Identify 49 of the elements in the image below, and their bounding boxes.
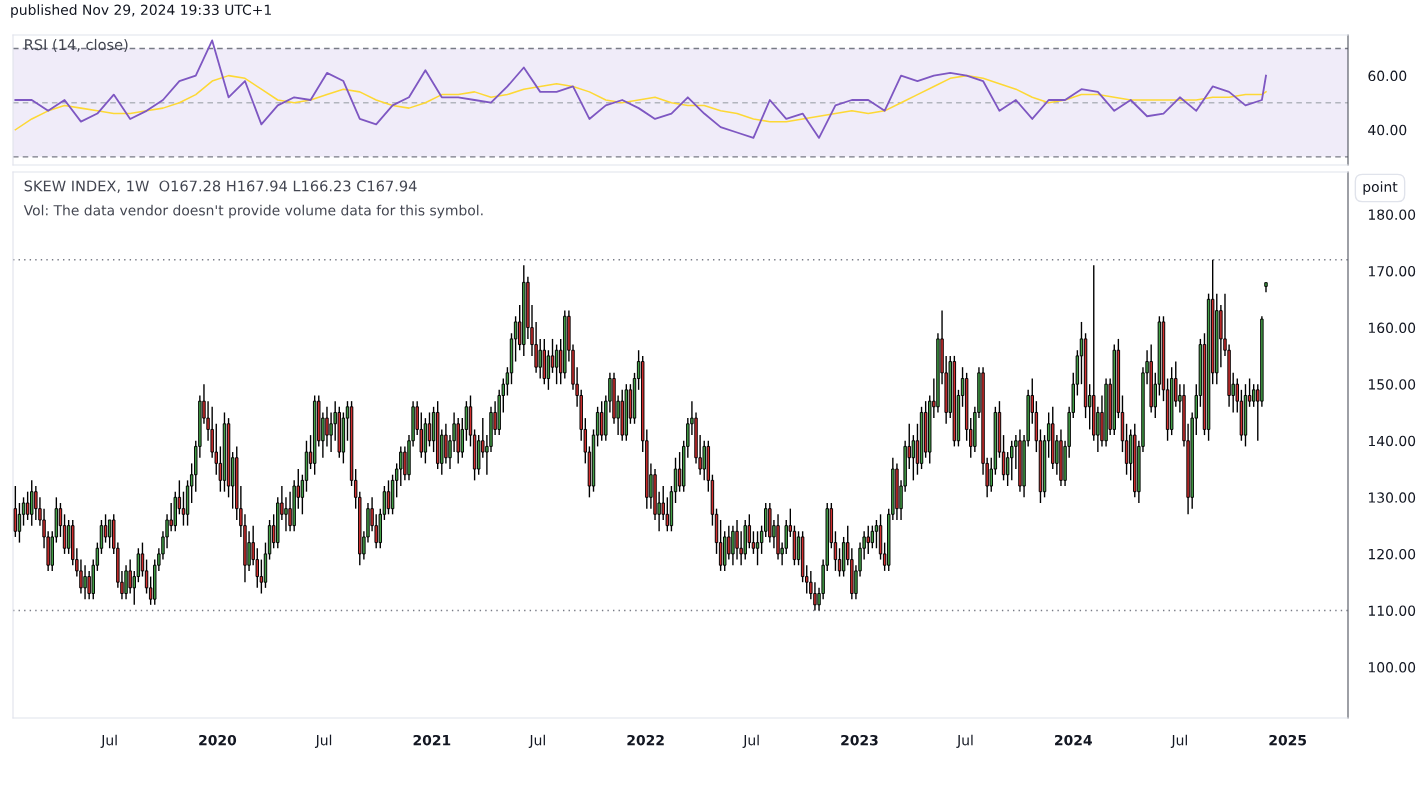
annotation: Vol: The data vendor doesn't provide volume data for this symbol. — [23, 204, 483, 219]
y-tick-label: 170.00 — [1368, 265, 1416, 277]
candlestick — [1251, 383, 1256, 408]
candlestick — [546, 349, 551, 391]
x-tick-label: Jul — [742, 734, 759, 748]
text: published Nov 29, 2024 19:33 UTC+1 — [11, 4, 271, 18]
candlestick — [325, 406, 329, 448]
x-tick-label: 2021 — [413, 734, 451, 746]
x-tick-label: Jul — [528, 734, 545, 748]
y-tick-label: 120.00 — [1368, 548, 1416, 560]
y-tick-label: 130.00 — [1368, 492, 1416, 503]
y-tick-label: 110.00 — [1368, 605, 1416, 616]
candlestick — [731, 524, 735, 566]
line-series — [14, 74, 1267, 131]
x-tick-label: 2023 — [841, 734, 878, 746]
candlestick — [25, 490, 30, 521]
chart-title: SKEW INDEX, 1W O167.28 H167.94 L166.23 C167.94 — [24, 180, 417, 193]
x-tick-label: 2022 — [627, 734, 664, 746]
x-tick-label: Jul — [314, 734, 332, 748]
candlestick — [83, 564, 87, 600]
y-tick-label: 40.00 — [1368, 124, 1407, 136]
x-tick-label: 2025 — [1269, 734, 1307, 746]
candlestick — [444, 423, 448, 465]
candlestick — [866, 524, 870, 555]
x-tick-label: Jul — [956, 734, 973, 748]
candlestick — [30, 479, 34, 527]
candlestick — [599, 400, 604, 442]
candlestick — [538, 338, 542, 380]
y-tick-label: 180.00 — [1368, 209, 1416, 220]
candlestick — [755, 530, 760, 566]
y-tick-label: 140.00 — [1368, 435, 1416, 447]
y-tick-label: 60.00 — [1368, 70, 1407, 82]
x-tick-label: Jul — [1170, 734, 1187, 748]
y-tick-label: 150.00 — [1368, 379, 1416, 390]
text: point — [1363, 181, 1398, 195]
line-series — [14, 39, 1267, 139]
candlestick — [284, 496, 288, 532]
candlestick — [128, 558, 132, 595]
chart-title: RSI (14, close) — [25, 38, 128, 52]
x-tick-label: 2020 — [199, 734, 237, 746]
candlestick — [13, 485, 18, 538]
x-tick-label: Jul — [100, 734, 117, 748]
candlestick — [124, 564, 128, 600]
y-tick-label: 100.00 — [1368, 662, 1416, 673]
candlestick — [735, 519, 739, 561]
candlestick — [107, 519, 112, 549]
candlestick — [399, 445, 403, 487]
x-tick-label: 2024 — [1055, 734, 1092, 746]
y-tick-label: 160.00 — [1368, 322, 1416, 334]
